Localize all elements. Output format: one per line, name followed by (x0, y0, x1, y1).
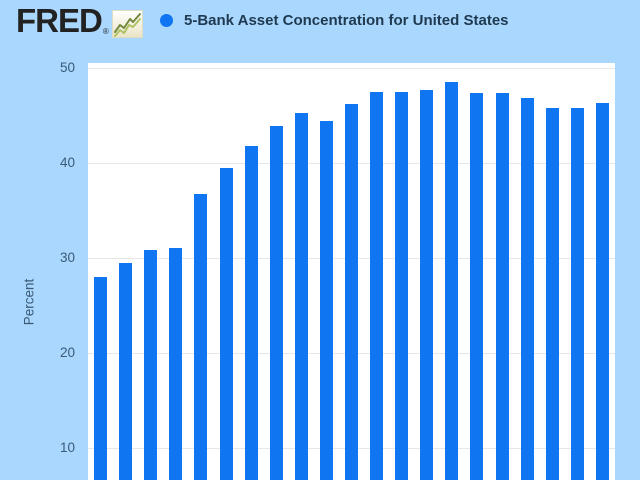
bar[interactable] (420, 89, 434, 480)
bar[interactable] (345, 103, 358, 480)
legend[interactable]: 5-Bank Asset Concentration for United St… (160, 12, 509, 29)
bar[interactable] (470, 93, 484, 480)
fred-logo[interactable]: FRED ® (16, 4, 109, 38)
bar[interactable] (219, 168, 233, 480)
y-tick-label: 50 (59, 59, 75, 75)
bar[interactable] (294, 113, 308, 480)
gridline (88, 67, 615, 69)
bar[interactable] (244, 145, 258, 480)
bar[interactable] (495, 93, 509, 480)
bar[interactable] (520, 98, 534, 480)
y-axis-title: Percent (21, 278, 37, 326)
registered-trademark-icon: ® (102, 27, 109, 36)
bar[interactable] (545, 107, 559, 480)
bar[interactable] (395, 92, 409, 480)
plot-area (88, 63, 615, 480)
bar[interactable] (570, 107, 584, 480)
bar[interactable] (119, 263, 133, 480)
bar[interactable] (169, 248, 183, 480)
legend-series-label: 5-Bank Asset Concentration for United St… (184, 12, 509, 29)
y-tick-label: 20 (59, 344, 75, 360)
y-tick-label: 40 (59, 154, 75, 170)
bar[interactable] (370, 92, 384, 480)
bar[interactable] (194, 194, 208, 480)
y-tick-label: 10 (59, 439, 75, 455)
line-chart-icon (112, 10, 143, 38)
bar[interactable] (269, 125, 283, 480)
bar[interactable] (144, 250, 158, 480)
bar[interactable] (319, 120, 333, 480)
legend-marker-icon (160, 14, 173, 27)
bar[interactable] (445, 82, 459, 480)
bar[interactable] (595, 102, 609, 480)
y-tick-label: 30 (59, 249, 75, 265)
fred-logo-text: FRED (16, 2, 103, 39)
bar[interactable] (94, 276, 108, 480)
